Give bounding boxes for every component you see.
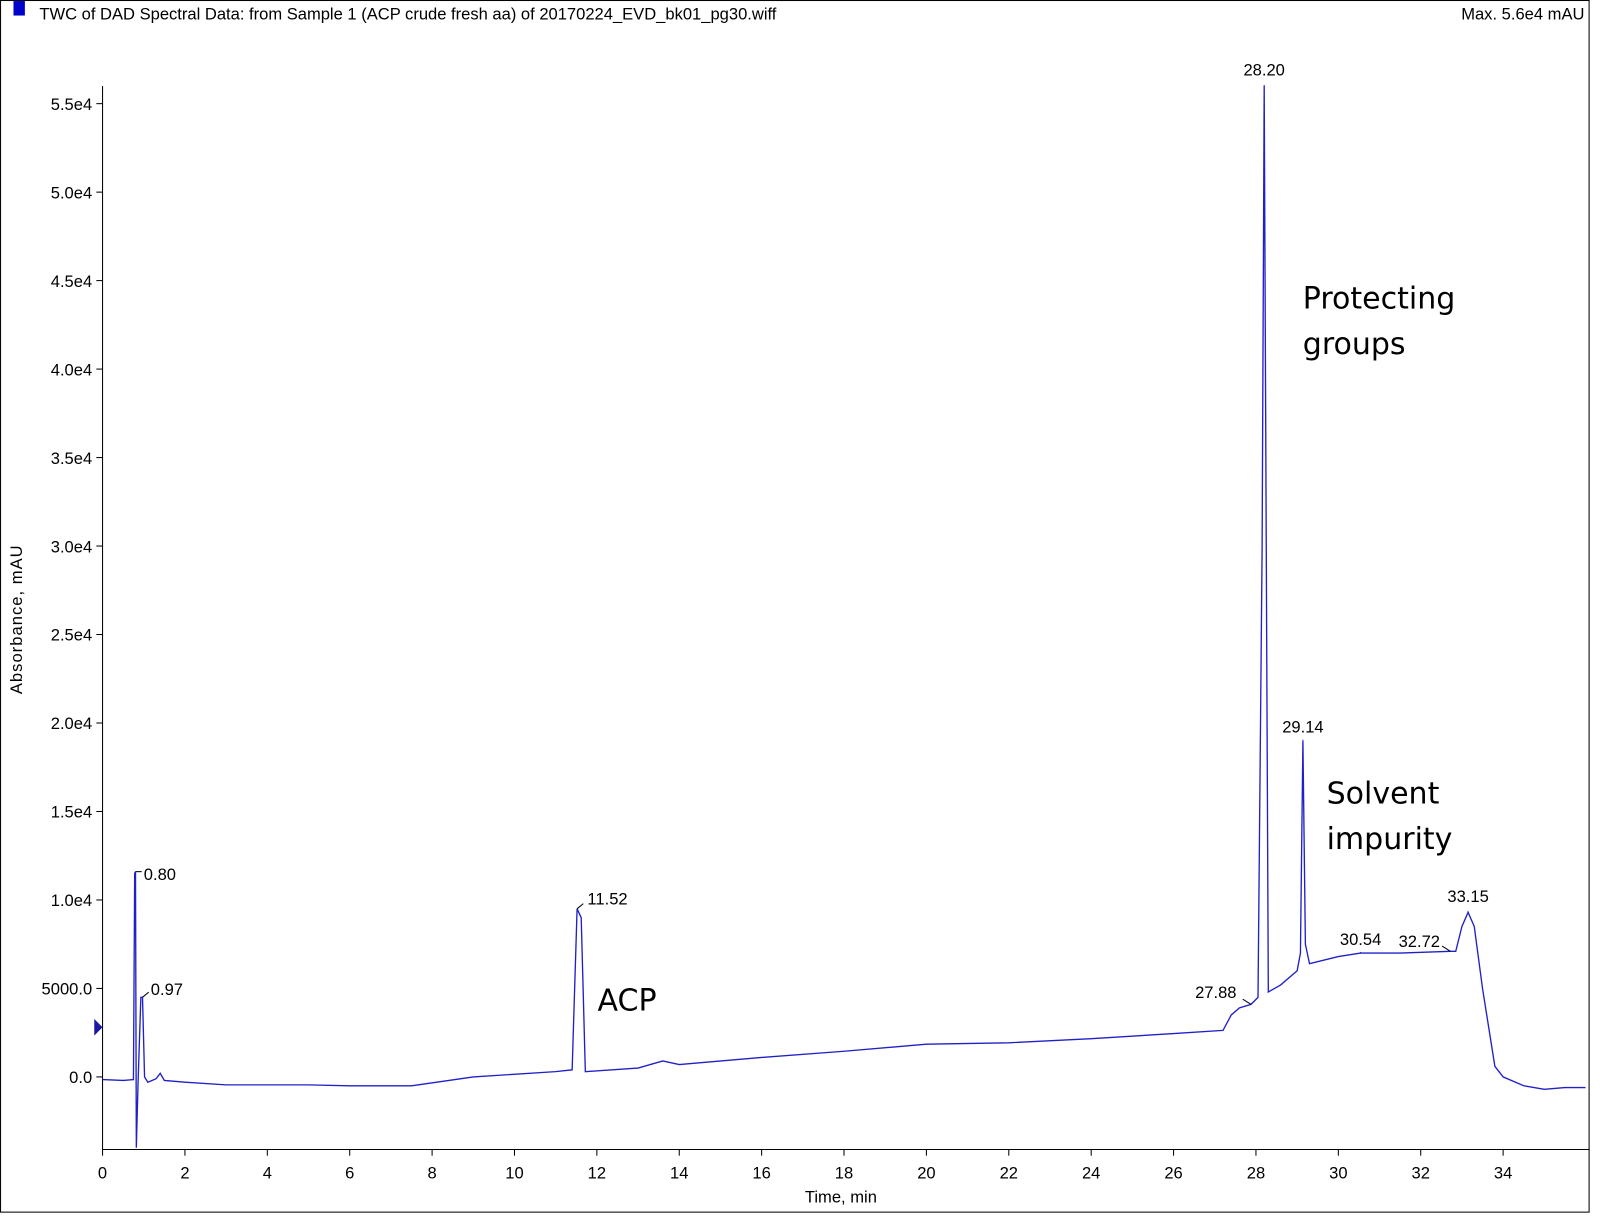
x-tick-label: 22 bbox=[1000, 1163, 1018, 1182]
trace-icon bbox=[13, 1, 25, 16]
peak-label: 32.72 bbox=[1399, 932, 1440, 951]
peak-label: 30.54 bbox=[1340, 930, 1381, 949]
x-tick-label: 16 bbox=[752, 1163, 770, 1182]
x-tick-label: 2 bbox=[180, 1163, 189, 1182]
peak-label: 29.14 bbox=[1282, 717, 1323, 736]
x-tick-label: 6 bbox=[345, 1163, 354, 1182]
y-tick-label: 3.5e4 bbox=[51, 449, 92, 468]
x-tick-label: 4 bbox=[263, 1163, 272, 1182]
peak-label: 28.20 bbox=[1243, 61, 1284, 80]
x-tick-label: 34 bbox=[1494, 1163, 1512, 1182]
chart-subtitle: Max. 5.6e4 mAU bbox=[1461, 5, 1584, 24]
chromatogram-line bbox=[102, 85, 1586, 1148]
x-tick-label: 28 bbox=[1247, 1163, 1265, 1182]
y-tick-label: 5.0e4 bbox=[51, 183, 92, 202]
x-tick-label: 30 bbox=[1329, 1163, 1347, 1182]
peak-leader bbox=[1441, 945, 1451, 952]
x-tick-label: 8 bbox=[427, 1163, 436, 1182]
annotation: impurity bbox=[1327, 822, 1453, 857]
y-tick-label: 1.0e4 bbox=[51, 891, 92, 910]
y-tick-label: 1.5e4 bbox=[51, 803, 92, 822]
annotation: groups bbox=[1303, 327, 1406, 362]
x-tick-label: 20 bbox=[917, 1163, 935, 1182]
chart-title: TWC of DAD Spectral Data: from Sample 1 … bbox=[39, 5, 776, 24]
y-tick-label: 5.5e4 bbox=[51, 95, 92, 114]
peak-label: 33.15 bbox=[1447, 887, 1488, 906]
peak-label: 0.80 bbox=[144, 865, 176, 884]
y-tick-label: 4.0e4 bbox=[51, 360, 92, 379]
y-axis-label: Absorbance, mAU bbox=[7, 544, 26, 694]
peak-leader bbox=[142, 991, 150, 998]
y-tick-label: 0.0 bbox=[69, 1068, 92, 1087]
x-tick-label: 24 bbox=[1082, 1163, 1100, 1182]
y-tick-label: 2.5e4 bbox=[51, 626, 92, 645]
y-tick-label: 4.5e4 bbox=[51, 272, 92, 291]
peak-leader bbox=[576, 903, 584, 910]
x-tick-label: 10 bbox=[505, 1163, 523, 1182]
y-tick-label: 2.0e4 bbox=[51, 714, 92, 733]
annotation: ACP bbox=[598, 984, 657, 1019]
peak-label: 0.97 bbox=[151, 980, 183, 999]
x-tick-label: 0 bbox=[98, 1163, 107, 1182]
x-tick-label: 14 bbox=[670, 1163, 688, 1182]
peak-label: 11.52 bbox=[587, 890, 627, 909]
x-tick-label: 12 bbox=[588, 1163, 606, 1182]
annotation: Solvent bbox=[1327, 777, 1440, 812]
x-tick-label: 26 bbox=[1164, 1163, 1182, 1182]
y-tick-label: 3.0e4 bbox=[51, 537, 92, 556]
peak-label: 27.88 bbox=[1195, 983, 1236, 1002]
x-tick-label: 32 bbox=[1412, 1163, 1430, 1182]
x-axis-label: Time, min bbox=[805, 1187, 877, 1206]
axis-marker bbox=[94, 1018, 103, 1036]
annotation: Protecting bbox=[1303, 282, 1456, 317]
x-tick-label: 18 bbox=[835, 1163, 853, 1182]
peak-leader bbox=[1242, 998, 1252, 1005]
y-tick-label: 5000.0 bbox=[42, 980, 93, 999]
